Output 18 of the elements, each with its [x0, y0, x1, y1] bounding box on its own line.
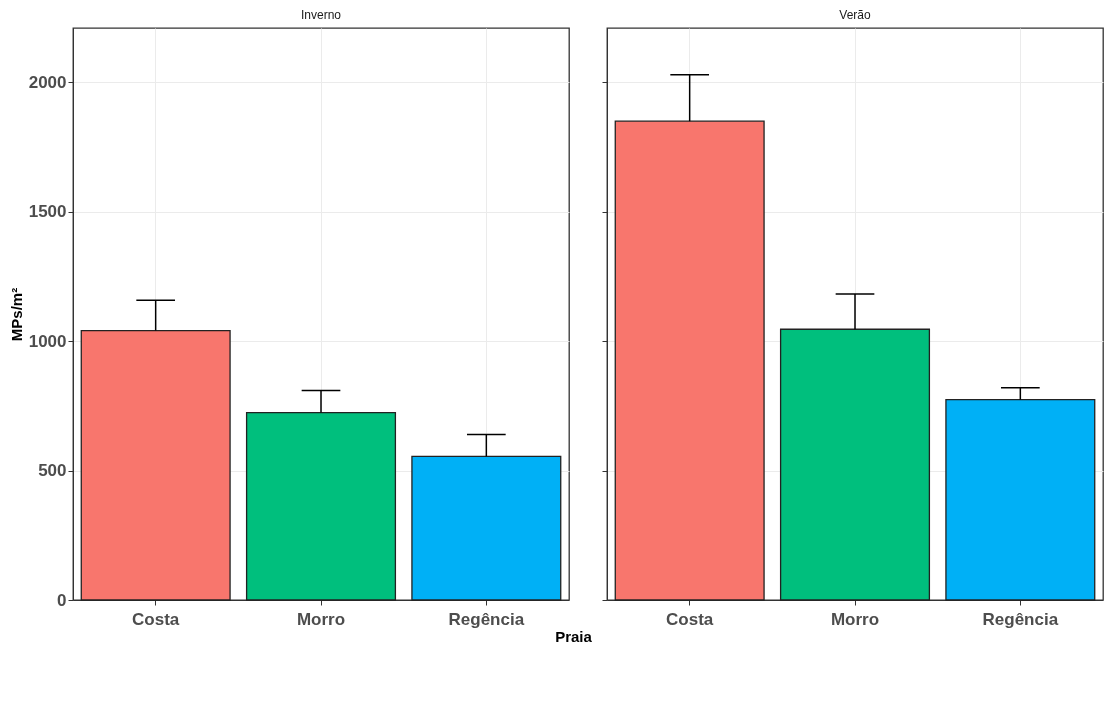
- x-tick-label: Costa: [666, 609, 714, 629]
- bar: [80, 329, 231, 601]
- y-tick-label: 1500: [28, 202, 67, 222]
- y-tick-label: 0: [57, 590, 67, 610]
- chart-title: Verão: [839, 8, 872, 22]
- x-tick-label: Costa: [132, 609, 180, 629]
- x-axis-title: Praia: [555, 627, 593, 645]
- bar: [411, 455, 562, 601]
- chart-title: Inverno: [300, 8, 342, 22]
- x-tick-label: Regência: [982, 609, 1059, 629]
- y-tick-label: 2000: [28, 72, 67, 92]
- y-tick-label: 500: [38, 461, 67, 481]
- x-tick-label: Regência: [448, 609, 525, 629]
- y-tick-label: 1000: [28, 331, 67, 351]
- bar: [245, 411, 397, 601]
- y-axis-title: MPs/m²: [7, 287, 25, 342]
- x-tick-label: Morro: [296, 609, 346, 629]
- x-tick-label: Morro: [830, 609, 880, 629]
